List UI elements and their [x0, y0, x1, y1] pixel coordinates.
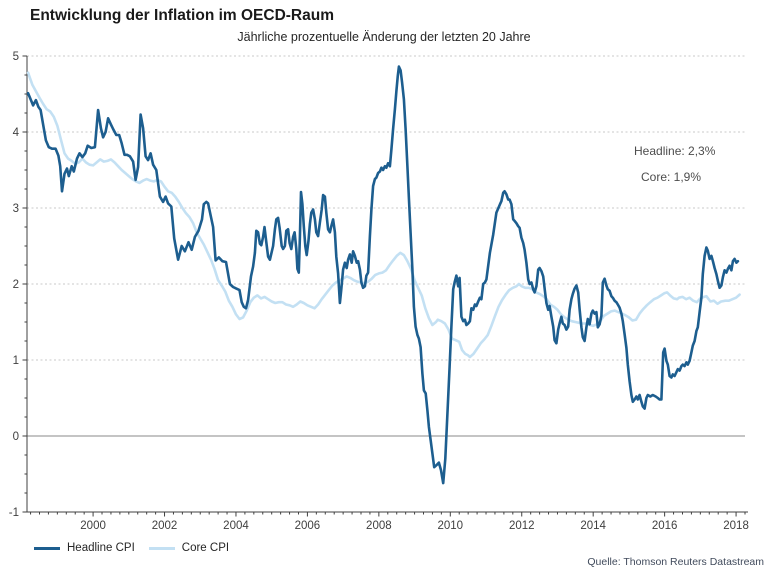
headline-value-annotation: Headline: 2,3%: [634, 144, 716, 158]
legend-label-core-cpi: Core CPI: [181, 542, 230, 554]
legend-item-headline-cpi: Headline CPI: [34, 542, 135, 554]
x-tick-label: 2002: [152, 520, 178, 532]
y-tick-label: -1: [9, 507, 19, 519]
x-tick-label: 2012: [509, 520, 535, 532]
x-tick-label: 2018: [723, 520, 749, 532]
y-tick-label: 4: [13, 127, 20, 139]
source-credit: Quelle: Thomson Reuters Datastream: [587, 556, 764, 568]
chart-legend: Headline CPI Core CPI: [34, 542, 243, 554]
x-tick-label: 2008: [366, 520, 392, 532]
x-tick-label: 2016: [652, 520, 678, 532]
y-tick-label: 5: [13, 51, 19, 63]
x-tick-label: 2000: [80, 520, 106, 532]
x-tick-label: 2014: [580, 520, 606, 532]
legend-item-core-cpi: Core CPI: [148, 542, 230, 554]
x-tick-label: 2004: [223, 520, 249, 532]
x-tick-label: 2010: [438, 520, 464, 532]
headline-cpi-line-swatch: [34, 546, 60, 550]
headline-cpi-line: [26, 65, 740, 485]
y-tick-label: 1: [13, 355, 19, 367]
x-tick-label: 2006: [295, 520, 321, 532]
core-value-annotation: Core: 1,9%: [641, 170, 702, 184]
core-cpi-line-swatch: [148, 546, 175, 550]
core-cpi-line: [26, 71, 741, 359]
chart-title: Entwicklung der Inflation im OECD-Raum: [30, 7, 334, 24]
chart-subtitle: Jährliche prozentuelle Änderung der letz…: [237, 30, 531, 44]
y-tick-label: 3: [13, 203, 19, 215]
legend-label-headline-cpi: Headline CPI: [67, 542, 135, 554]
y-tick-label: 0: [13, 431, 19, 443]
y-tick-label: 2: [13, 279, 19, 291]
